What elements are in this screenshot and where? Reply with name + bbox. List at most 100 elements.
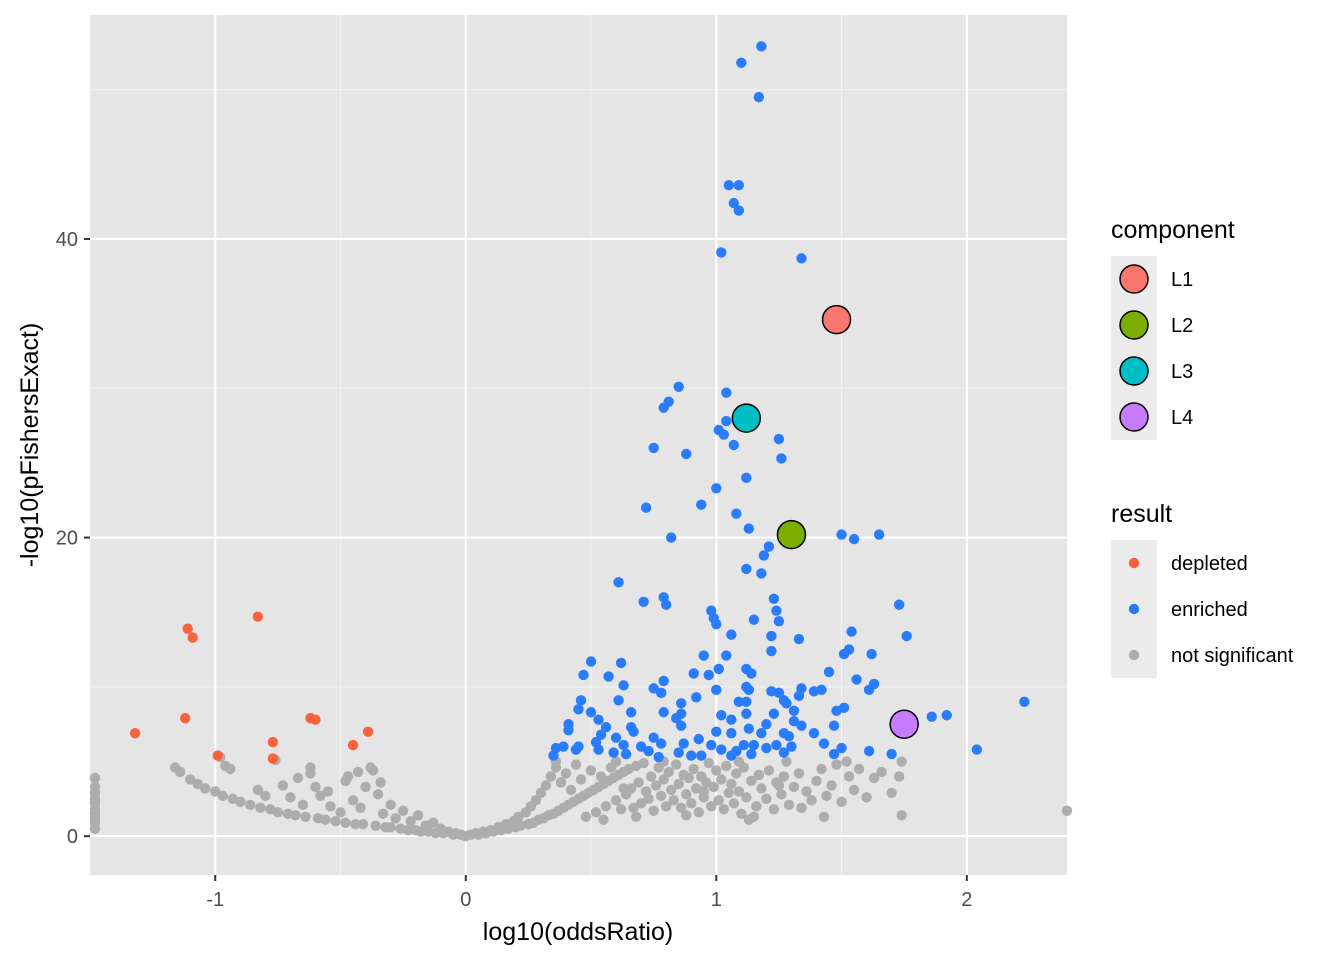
- point-enriched: [926, 711, 937, 722]
- point-enriched: [726, 727, 737, 739]
- point-not-significant: [335, 807, 346, 818]
- point-enriched: [746, 748, 757, 760]
- point-not-significant: [625, 783, 637, 794]
- point-not-significant: [806, 795, 817, 806]
- point-enriched: [573, 704, 584, 715]
- point-enriched: [743, 684, 755, 696]
- point-not-significant: [372, 789, 384, 800]
- y-tick-label: 20: [56, 528, 78, 550]
- point-not-significant: [668, 795, 679, 806]
- point-not-significant: [610, 756, 622, 767]
- point-enriched: [828, 748, 840, 760]
- point-enriched: [823, 666, 835, 678]
- y-tick-label: 40: [56, 229, 78, 251]
- point-not-significant: [355, 802, 366, 814]
- point-enriched: [610, 732, 622, 743]
- point-not-significant: [590, 807, 602, 818]
- point-enriched: [846, 626, 857, 637]
- point-not-significant: [325, 801, 336, 812]
- point-not-significant: [370, 820, 381, 831]
- point-enriched: [585, 656, 597, 667]
- point-not-significant: [89, 772, 101, 784]
- point-enriched: [768, 593, 780, 604]
- point-enriched: [771, 605, 782, 616]
- point-enriched: [838, 648, 850, 660]
- point-enriched: [766, 630, 777, 642]
- point-enriched: [748, 739, 760, 751]
- point-enriched: [648, 683, 659, 694]
- point-not-significant: [540, 780, 552, 791]
- point-not-significant: [630, 811, 642, 822]
- point-enriched: [681, 448, 692, 460]
- x-tick-label: 1: [711, 889, 722, 911]
- point-enriched: [691, 692, 702, 703]
- point-enriched: [665, 532, 677, 543]
- point-not-significant: [753, 769, 765, 781]
- legend-label-l3: L3: [1171, 361, 1193, 383]
- point-not-significant: [322, 786, 334, 797]
- point-enriched: [866, 648, 877, 660]
- point-not-significant: [726, 778, 737, 790]
- point-not-significant: [793, 768, 805, 779]
- point-enriched: [733, 205, 745, 216]
- point-not-significant: [741, 792, 752, 803]
- point-enriched: [643, 745, 654, 757]
- point-not-significant: [292, 772, 304, 784]
- component-markers: [731, 304, 919, 739]
- legend-key-l1: [1119, 264, 1149, 294]
- point-enriched: [658, 675, 669, 687]
- data-points: [89, 41, 1073, 842]
- point-not-significant: [648, 805, 659, 816]
- point-enriched: [723, 180, 735, 191]
- point-not-significant: [681, 789, 692, 800]
- x-tick-label: 2: [961, 889, 972, 911]
- point-enriched: [655, 687, 667, 699]
- point-not-significant: [761, 793, 772, 805]
- point-depleted: [362, 726, 374, 737]
- point-enriched: [608, 747, 619, 758]
- point-enriched: [716, 744, 727, 755]
- point-enriched: [828, 720, 840, 731]
- point-enriched: [788, 716, 800, 727]
- point-enriched: [676, 698, 687, 709]
- point-enriched: [603, 671, 614, 682]
- point-not-significant: [773, 780, 785, 791]
- point-enriched: [808, 686, 820, 697]
- point-not-significant: [272, 807, 284, 818]
- legend-key-depleted: [1128, 557, 1140, 569]
- point-not-significant: [733, 756, 745, 767]
- point-enriched: [941, 710, 952, 721]
- point-not-significant: [217, 790, 228, 802]
- point-enriched: [1019, 696, 1030, 708]
- point-not-significant: [545, 771, 557, 782]
- point-not-significant: [192, 778, 203, 790]
- point-not-significant: [360, 781, 371, 793]
- point-not-significant: [811, 775, 822, 787]
- point-enriched: [648, 732, 659, 743]
- point-depleted: [267, 736, 279, 748]
- point-enriched: [638, 596, 649, 607]
- point-not-significant: [841, 756, 852, 767]
- point-not-significant: [402, 825, 414, 836]
- y-axis-title: -log10(pFishersExact): [16, 323, 44, 568]
- point-not-significant: [683, 772, 694, 784]
- point-not-significant: [896, 810, 907, 821]
- point-enriched: [613, 577, 624, 588]
- point-not-significant: [711, 765, 722, 776]
- point-enriched: [756, 41, 767, 52]
- point-enriched: [613, 695, 624, 706]
- point-enriched: [886, 748, 897, 760]
- point-not-significant: [638, 757, 649, 769]
- point-not-significant: [756, 783, 767, 794]
- point-enriched: [901, 630, 912, 642]
- point-enriched: [713, 663, 724, 675]
- point-enriched: [726, 750, 737, 761]
- point-enriched: [706, 739, 717, 751]
- point-enriched: [741, 708, 752, 719]
- point-not-significant: [580, 811, 592, 822]
- point-not-significant: [836, 796, 847, 808]
- point-not-significant: [297, 799, 309, 811]
- point-not-significant: [655, 790, 667, 802]
- x-axis-ticks: -1 0 1 2: [206, 875, 972, 911]
